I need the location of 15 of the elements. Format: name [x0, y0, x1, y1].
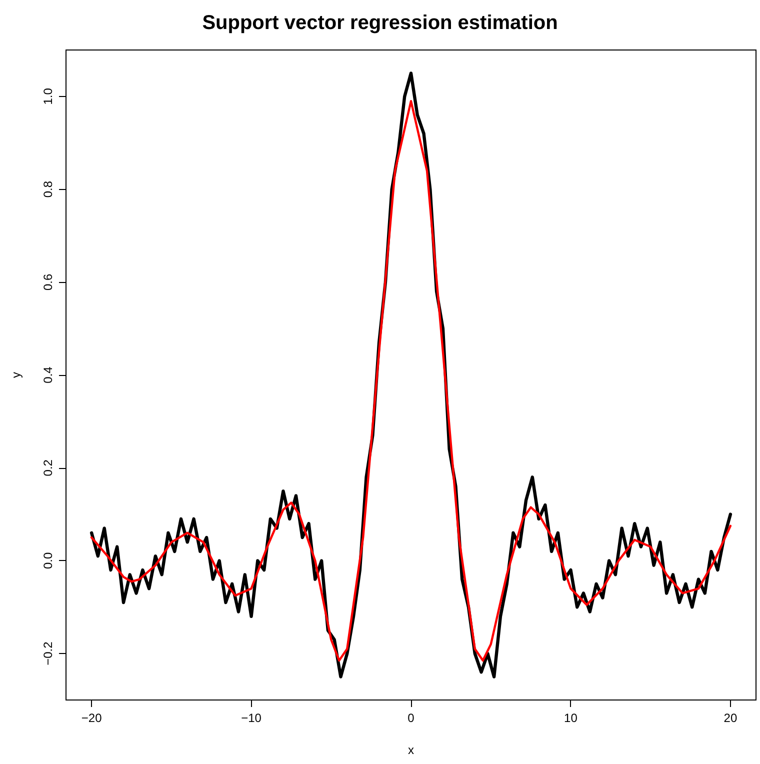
- x-tick-label: 20: [724, 711, 738, 725]
- y-axis-title: y: [9, 372, 23, 378]
- y-tick-label: 0.4: [41, 366, 55, 384]
- y-tick-label: −0.2: [41, 641, 55, 666]
- x-tick-label: −10: [241, 711, 262, 725]
- y-tick-label: 0.8: [41, 180, 55, 198]
- y-tick-label: 0.2: [41, 459, 55, 476]
- x-tick-label: −20: [81, 711, 102, 725]
- x-tick-label: 0: [408, 711, 415, 725]
- x-axis-title: x: [408, 743, 414, 757]
- y-tick-label: 0.6: [41, 273, 55, 290]
- chart-title: Support vector regression estimation: [202, 12, 558, 34]
- x-tick-label: 10: [564, 711, 578, 725]
- y-tick-label: 1.0: [41, 88, 55, 105]
- y-tick-label: 0.0: [41, 552, 55, 570]
